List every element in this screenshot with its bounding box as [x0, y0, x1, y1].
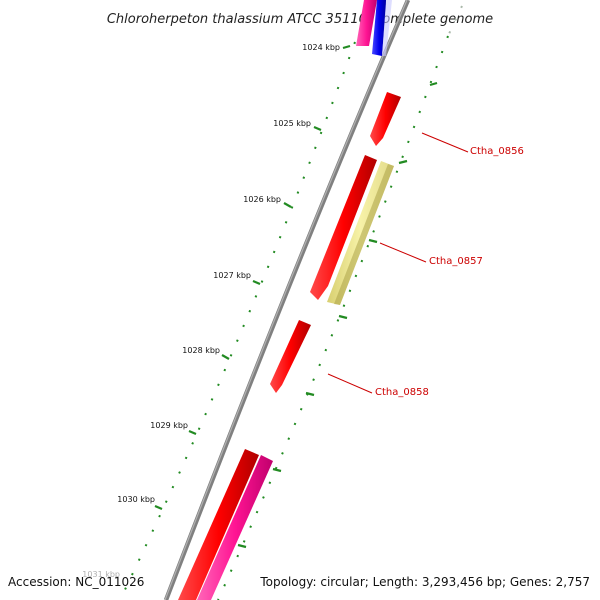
tick-1031: 1031 kbp [82, 570, 120, 579]
tick-1026: 1026 kbp [243, 195, 292, 208]
gene-ctha-0858 [270, 320, 311, 393]
inner-tick-arc [217, 35, 449, 600]
label-ctha-0857: Ctha_0857 [379, 242, 483, 267]
svg-text:1026 kbp: 1026 kbp [243, 195, 281, 204]
svg-text:1024 kbp: 1024 kbp [302, 43, 340, 52]
gene-ctha-0857-red [310, 155, 377, 300]
svg-text:Ctha_0856: Ctha_0856 [470, 146, 524, 157]
gene-ctha-0857-yellow [327, 161, 394, 305]
genome-backbone-highlight [164, 0, 408, 600]
label-ctha-0858: Ctha_0858 [327, 373, 429, 398]
map-title: Chloroherpeton thalassium ATCC 35110, co… [107, 12, 493, 27]
accession-text: Accession: NC_011026 [8, 575, 144, 589]
svg-text:1027 kbp: 1027 kbp [213, 271, 251, 280]
gene-ctha-0856 [370, 92, 401, 146]
svg-text:Ctha_0858: Ctha_0858 [375, 387, 429, 398]
svg-text:Ctha_0857: Ctha_0857 [429, 256, 483, 267]
tick-1025: 1025 kbp [273, 119, 322, 132]
tick-1028: 1028 kbp [182, 346, 230, 360]
tick-1030: 1030 kbp [117, 495, 163, 511]
gene-bottom-pink [197, 455, 273, 600]
summary-text: Topology: circular; Length: 3,293,456 bp… [259, 575, 590, 589]
genome-backbone [163, 0, 411, 600]
svg-text:1029 kbp: 1029 kbp [150, 421, 188, 430]
tick-1027: 1027 kbp [213, 271, 261, 286]
tick-1024: 1024 kbp [302, 43, 351, 52]
gene-top-blue [372, 0, 392, 56]
outer-tick-arc [119, 41, 356, 600]
svg-text:1028 kbp: 1028 kbp [182, 346, 220, 355]
tick-1029: 1029 kbp [150, 421, 197, 436]
svg-text:1031 kbp: 1031 kbp [82, 570, 120, 579]
label-ctha-0856: Ctha_0856 [421, 132, 524, 157]
gene-bottom-red [178, 449, 259, 600]
svg-text:1030 kbp: 1030 kbp [117, 495, 155, 504]
inner-major-ticks [237, 81, 438, 549]
svg-text:1025 kbp: 1025 kbp [273, 119, 311, 128]
gene-top-pink [356, 0, 377, 46]
